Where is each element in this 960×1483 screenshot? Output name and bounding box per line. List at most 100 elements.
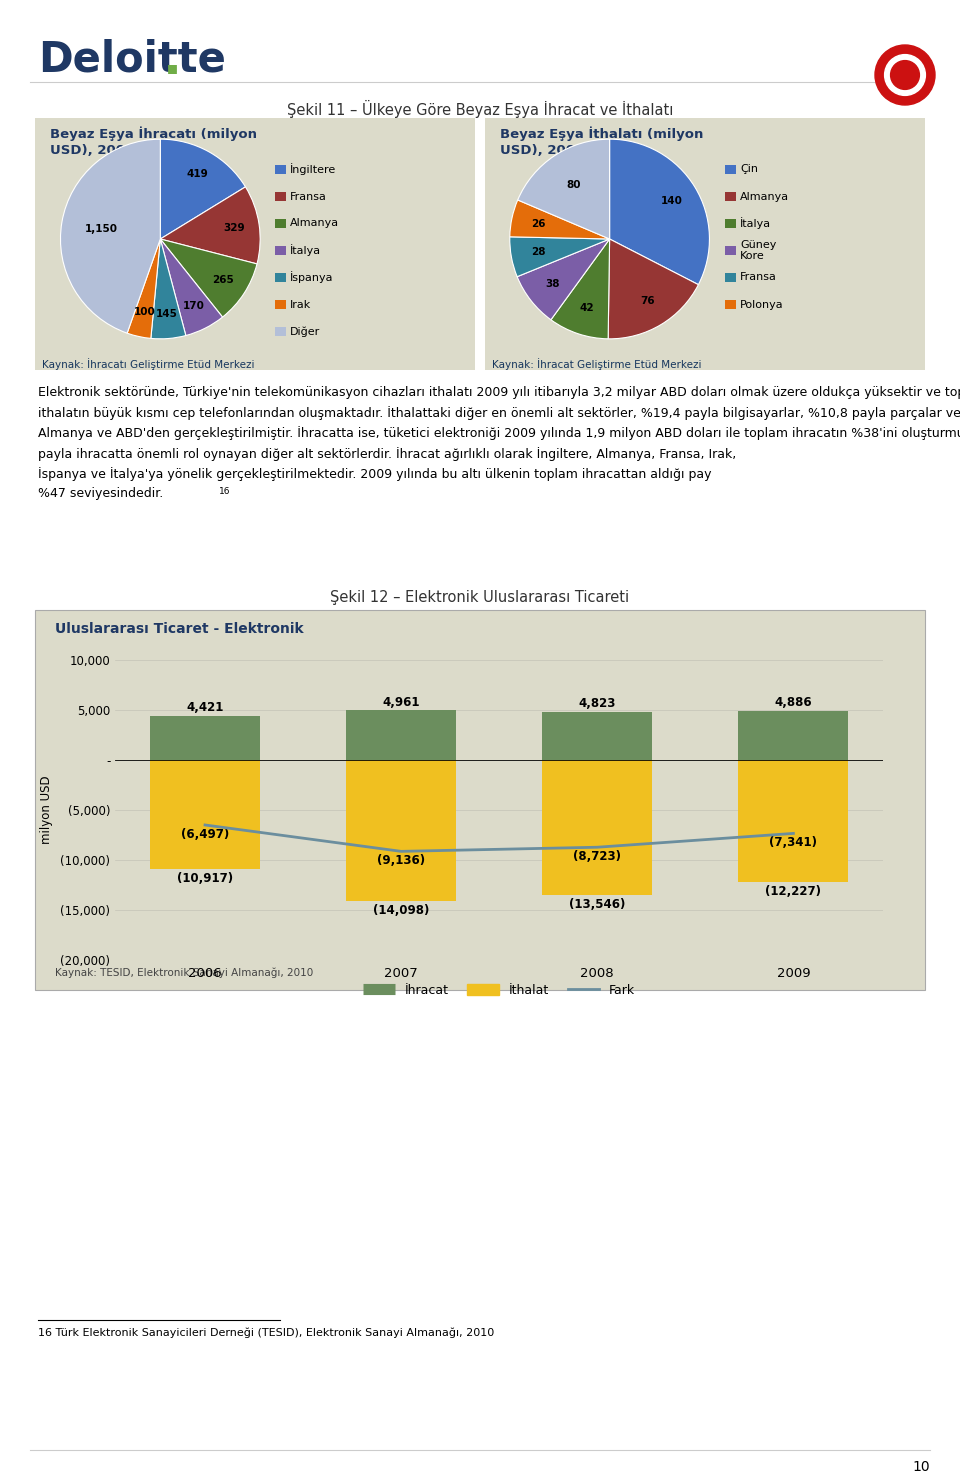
Text: Fransa: Fransa [740, 273, 777, 282]
Wedge shape [160, 187, 260, 264]
Text: 1,150: 1,150 [84, 224, 118, 234]
Text: 42: 42 [579, 303, 594, 313]
FancyBboxPatch shape [275, 300, 286, 308]
Circle shape [891, 61, 920, 89]
Text: Kaynak: İhracatı Geliştirme Etüd Merkezi: Kaynak: İhracatı Geliştirme Etüd Merkezi [42, 357, 254, 369]
FancyBboxPatch shape [35, 610, 925, 991]
Bar [542, 759, 652, 896]
Text: İspanya: İspanya [290, 271, 333, 283]
FancyBboxPatch shape [275, 165, 286, 174]
Text: 80: 80 [566, 179, 581, 190]
Bar [347, 710, 456, 759]
FancyBboxPatch shape [725, 191, 736, 202]
Text: İtalya: İtalya [290, 245, 322, 257]
Line: Fark: Fark [205, 825, 793, 851]
Circle shape [875, 44, 935, 105]
Wedge shape [610, 139, 709, 285]
Text: (7,341): (7,341) [769, 836, 817, 850]
Text: Kaynak: TESID, Elektronik Sanayi Almanağı, 2010: Kaynak: TESID, Elektronik Sanayi Almanağ… [55, 968, 313, 979]
Bar [738, 759, 849, 882]
Wedge shape [608, 239, 698, 338]
Text: Diğer: Diğer [290, 326, 321, 337]
Wedge shape [60, 139, 160, 334]
Fark [787, 825, 799, 842]
Text: Şekil 11 – Ülkeye Göre Beyaz Eşya İhracat ve İthalatı: Şekil 11 – Ülkeye Göre Beyaz Eşya İhraca… [287, 99, 673, 119]
Text: 170: 170 [183, 301, 204, 311]
FancyBboxPatch shape [485, 119, 925, 369]
Text: (8,723): (8,723) [573, 850, 621, 863]
Text: 4,421: 4,421 [186, 701, 224, 713]
Wedge shape [160, 239, 257, 317]
Text: 419: 419 [186, 169, 207, 178]
Wedge shape [160, 139, 246, 239]
FancyBboxPatch shape [275, 191, 286, 202]
Text: (9,136): (9,136) [377, 854, 425, 868]
Text: Beyaz Eşya İthalatı (milyon
USD), 2009: Beyaz Eşya İthalatı (milyon USD), 2009 [500, 126, 704, 157]
Text: 10: 10 [912, 1459, 930, 1474]
Text: 329: 329 [224, 222, 245, 233]
Text: (12,227): (12,227) [765, 885, 822, 899]
FancyBboxPatch shape [725, 246, 736, 255]
Text: 265: 265 [212, 274, 234, 285]
Text: Polonya: Polonya [740, 300, 783, 310]
Text: 4,823: 4,823 [579, 697, 616, 710]
Text: 145: 145 [156, 308, 178, 319]
Wedge shape [510, 200, 610, 239]
Fark [200, 816, 211, 833]
Bar [150, 759, 260, 869]
FancyBboxPatch shape [725, 165, 736, 174]
Wedge shape [517, 139, 610, 239]
Wedge shape [510, 237, 610, 277]
Bar [542, 712, 652, 759]
Text: İngiltere: İngiltere [290, 163, 336, 175]
Text: 100: 100 [133, 307, 156, 317]
Bar [347, 759, 456, 902]
Text: Almanya: Almanya [740, 191, 789, 202]
Text: 26: 26 [531, 218, 545, 228]
Text: 16: 16 [219, 488, 230, 497]
Text: Güney
Kore: Güney Kore [740, 240, 777, 261]
Text: 76: 76 [639, 297, 655, 307]
Text: Uluslararası Ticaret - Elektronik: Uluslararası Ticaret - Elektronik [55, 621, 303, 636]
Fark [591, 838, 603, 856]
Text: (10,917): (10,917) [177, 872, 233, 885]
Text: Deloitte: Deloitte [38, 39, 226, 80]
Bar [738, 712, 849, 759]
Text: 28: 28 [531, 248, 545, 257]
Text: Beyaz Eşya İhracatı (milyon
USD), 2009: Beyaz Eşya İhracatı (milyon USD), 2009 [50, 126, 257, 157]
FancyBboxPatch shape [725, 273, 736, 282]
Wedge shape [160, 239, 223, 335]
Fark [396, 842, 407, 860]
Text: İtalya: İtalya [740, 218, 771, 230]
Text: Çin: Çin [740, 165, 758, 175]
FancyBboxPatch shape [725, 219, 736, 228]
Text: Almanya: Almanya [290, 218, 339, 228]
Wedge shape [551, 239, 610, 338]
Text: Kaynak: İhracat Geliştirme Etüd Merkezi: Kaynak: İhracat Geliştirme Etüd Merkezi [492, 357, 702, 369]
Text: Elektronik sektöründe, Türkiye'nin telekomünikasyon cihazları ithalatı 2009 yılı: Elektronik sektöründe, Türkiye'nin telek… [38, 386, 960, 500]
Text: (6,497): (6,497) [180, 828, 229, 841]
FancyBboxPatch shape [725, 300, 736, 308]
Text: 4,961: 4,961 [382, 696, 420, 709]
FancyBboxPatch shape [275, 326, 286, 337]
Text: 140: 140 [660, 196, 683, 206]
FancyBboxPatch shape [275, 219, 286, 228]
Text: .: . [163, 36, 182, 85]
Wedge shape [127, 239, 160, 338]
Text: 16 Türk Elektronik Sanayicileri Derneği (TESID), Elektronik Sanayi Almanağı, 201: 16 Türk Elektronik Sanayicileri Derneği … [38, 1327, 494, 1339]
Text: 38: 38 [545, 279, 560, 289]
Bar [150, 716, 260, 759]
Text: (14,098): (14,098) [372, 905, 429, 916]
FancyBboxPatch shape [275, 246, 286, 255]
FancyBboxPatch shape [35, 119, 475, 369]
Text: Şekil 12 – Elektronik Uluslararası Ticareti: Şekil 12 – Elektronik Uluslararası Ticar… [330, 590, 630, 605]
Text: 4,886: 4,886 [775, 697, 812, 709]
Y-axis label: milyon USD: milyon USD [40, 776, 54, 844]
Text: (13,546): (13,546) [569, 899, 626, 912]
Circle shape [884, 55, 925, 95]
Text: Fransa: Fransa [290, 191, 326, 202]
Wedge shape [151, 239, 186, 338]
Legend: İhracat, İthalat, Fark: İhracat, İthalat, Fark [358, 979, 640, 1001]
FancyBboxPatch shape [275, 273, 286, 282]
Wedge shape [517, 239, 610, 320]
